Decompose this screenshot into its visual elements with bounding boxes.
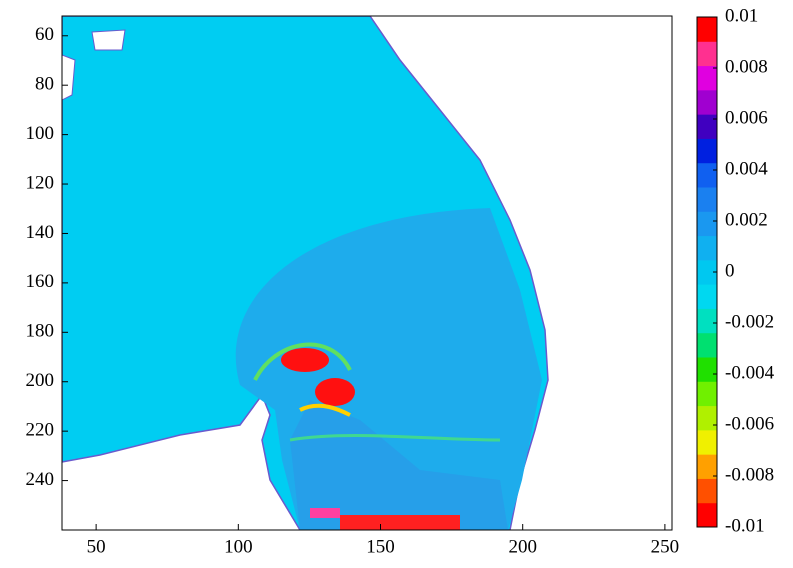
x-tick-label: 250 (651, 536, 680, 557)
colorbar-tick-label: -0.008 (725, 464, 774, 485)
colorbar-tick-label: -0.002 (725, 311, 774, 332)
x-tick-label: 150 (366, 536, 395, 557)
colorbar-segment (697, 211, 717, 237)
y-tick-label: 140 (26, 222, 55, 243)
colorbar-tick-label: 0.004 (725, 158, 768, 179)
colorbar-segment (697, 454, 717, 479)
colorbar-segment (697, 332, 717, 358)
x-tick-label: 50 (87, 536, 106, 557)
colorbar-tick-label: 0.01 (725, 5, 758, 26)
colorbar-tick-label: 0 (725, 260, 735, 281)
colorbar-segment (697, 284, 717, 309)
colorbar-segment (697, 502, 717, 528)
y-tick-label: 220 (26, 420, 55, 441)
colorbar-segment (697, 405, 717, 431)
colorbar-segment (697, 17, 717, 42)
colorbar-segment (697, 235, 717, 261)
colorbar-segment (697, 162, 717, 188)
colorbar-segment (697, 357, 717, 382)
colorbar-segment (697, 89, 717, 115)
y-tick-label: 60 (35, 24, 54, 45)
colorbar-segment (697, 308, 717, 334)
colorbar-tick-label: 0.008 (725, 56, 768, 77)
colorbar-segment (697, 114, 717, 139)
y-tick-label: 80 (35, 74, 54, 95)
colorbar-segment (697, 259, 717, 285)
colorbar-segment (697, 381, 717, 407)
colorbar-segment (697, 41, 717, 67)
plot-frame (61, 15, 673, 531)
y-tick-label: 200 (26, 370, 55, 391)
x-tick-label: 200 (508, 536, 537, 557)
y-tick-label: 240 (26, 469, 55, 490)
colorbar-tick-label: -0.01 (725, 515, 765, 536)
y-tick-label: 160 (26, 271, 55, 292)
y-tick-label: 100 (26, 123, 55, 144)
colorbar (697, 17, 717, 528)
colorbar-segment (697, 478, 717, 504)
colorbar-segment (697, 429, 717, 455)
colorbar-tick-label: -0.004 (725, 362, 775, 383)
field (62, 16, 672, 530)
colorbar-segment (697, 65, 717, 91)
colorbar-segment (697, 138, 717, 164)
colorbar-segment (697, 187, 717, 212)
x-tick-label: 100 (224, 536, 253, 557)
y-tick-label: 180 (26, 321, 55, 342)
y-tick-label: 120 (26, 172, 55, 193)
colorbar-tick-label: -0.006 (725, 413, 774, 434)
colorbar-tick-label: 0.002 (725, 209, 768, 230)
colorbar-tick-label: 0.006 (725, 107, 768, 128)
